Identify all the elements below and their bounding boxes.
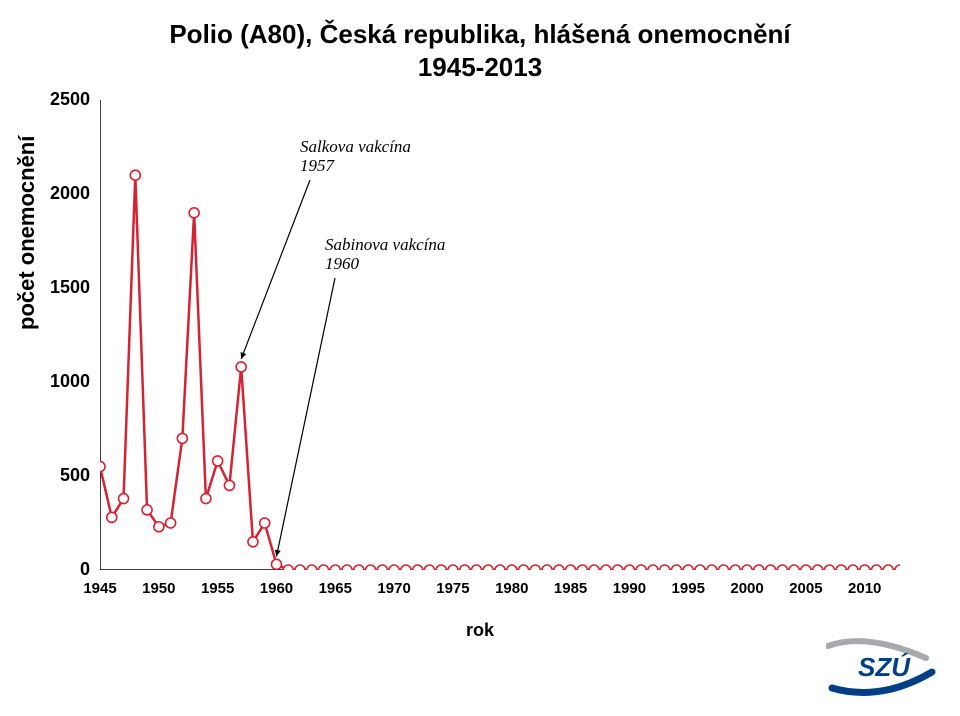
- title-line-2: 1945-2013: [418, 52, 542, 82]
- chart-title: Polio (A80), Česká republika, hlášená on…: [0, 18, 960, 83]
- y-tick-label: 0: [30, 559, 90, 580]
- x-tick-label: 1985: [549, 580, 593, 597]
- chart-page: { "title_line1": "Polio (A80), Česká rep…: [0, 0, 960, 716]
- y-axis-label: počet onemocnění: [14, 136, 40, 330]
- x-tick-label: 2000: [725, 580, 769, 597]
- x-tick-label: 1965: [313, 580, 357, 597]
- x-tick-label: 1960: [254, 580, 298, 597]
- x-tick-label: 1950: [137, 580, 181, 597]
- x-tick-label: 1975: [431, 580, 475, 597]
- annotation-sabinova-line-1: Sabinova vakcína: [325, 235, 445, 254]
- szu-logo: SZÚ: [826, 636, 936, 698]
- x-tick-label: 2005: [784, 580, 828, 597]
- y-tick-label: 1500: [30, 277, 90, 298]
- y-tick-label: 1000: [30, 371, 90, 392]
- annotation-sabinova: Sabinova vakcína 1960: [325, 236, 445, 273]
- x-tick-label: 1945: [78, 580, 122, 597]
- annotation-salkova: Salkova vakcína 1957: [300, 138, 411, 175]
- annotation-salkova-line-2: 1957: [300, 156, 334, 175]
- title-line-1: Polio (A80), Česká republika, hlášená on…: [169, 19, 790, 49]
- line-chart: [100, 100, 900, 570]
- y-tick-label: 2500: [30, 89, 90, 110]
- annotation-salkova-line-1: Salkova vakcína: [300, 137, 411, 156]
- x-tick-label: 2010: [843, 580, 887, 597]
- annotation-sabinova-line-2: 1960: [325, 254, 359, 273]
- x-tick-label: 1980: [490, 580, 534, 597]
- x-axis-label: rok: [0, 620, 960, 641]
- y-tick-label: 2000: [30, 183, 90, 204]
- x-tick-label: 1970: [372, 580, 416, 597]
- x-tick-label: 1955: [196, 580, 240, 597]
- x-tick-label: 1990: [607, 580, 651, 597]
- logo-text: SZÚ: [858, 652, 911, 682]
- y-tick-label: 500: [30, 465, 90, 486]
- x-tick-label: 1995: [666, 580, 710, 597]
